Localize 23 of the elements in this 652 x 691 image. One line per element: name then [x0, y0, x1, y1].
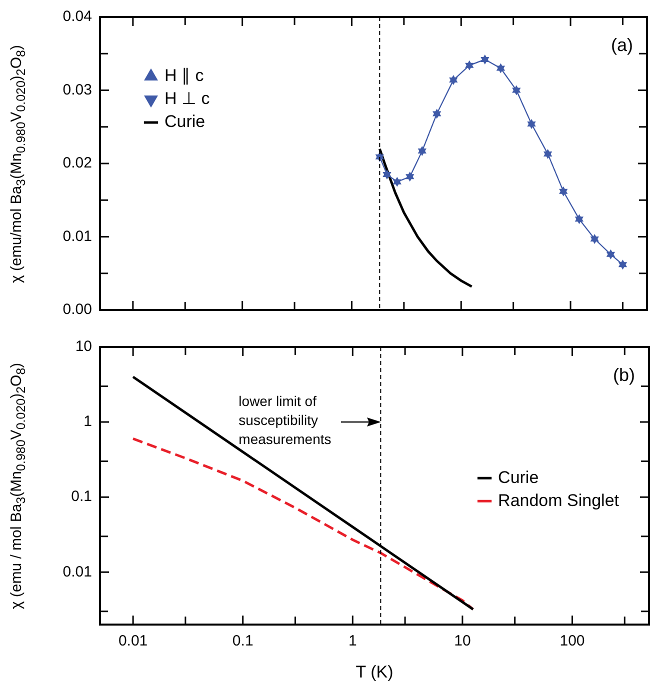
legend-label: Random Singlet [498, 490, 620, 510]
y-tick-label: 0.00 [62, 301, 92, 318]
y-tick-label: 0.01 [62, 228, 92, 245]
x-tick-label: 0.01 [118, 632, 148, 650]
y-tick-label: 0.1 [71, 488, 92, 506]
x-tick-label: 100 [560, 632, 585, 650]
x-tick-label: 10 [454, 632, 471, 650]
x-axis-title: T (K) [356, 662, 394, 682]
y-tick-label: 0.04 [62, 8, 92, 26]
annotation: lower limit of susceptibility measurements [238, 392, 332, 449]
legend-label: Curie [164, 112, 206, 132]
y-tick-label: 1 [84, 413, 92, 430]
legend-label: H ⊥ c [164, 89, 210, 108]
legend-label: Curie [498, 468, 539, 487]
x-tick-label: 1 [348, 632, 357, 650]
annotation: (b) [613, 365, 635, 386]
annotation: (a) [611, 35, 633, 56]
x-tick-label: 0.1 [232, 632, 254, 650]
y-tick-label: 0.02 [62, 154, 92, 172]
y-tick-label: 10 [75, 338, 92, 356]
y-tick-label: 0.03 [62, 81, 92, 98]
y-tick-label: 0.01 [62, 563, 92, 580]
legend-label: H ∥ c [164, 66, 204, 86]
